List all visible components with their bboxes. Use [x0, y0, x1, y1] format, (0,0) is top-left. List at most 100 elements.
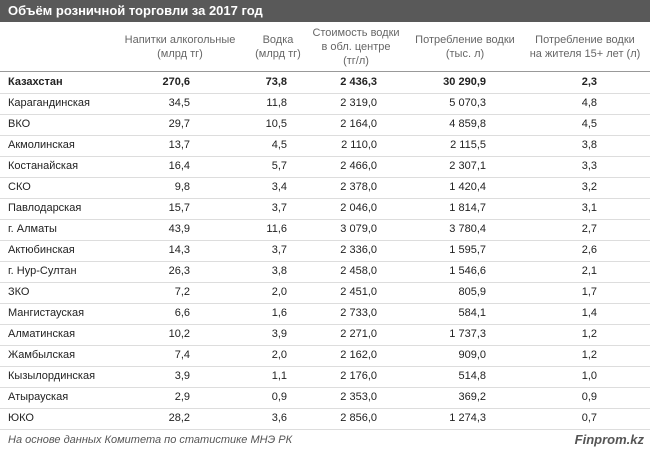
row-rule — [0, 366, 650, 367]
cell: 1,2 — [581, 328, 597, 340]
cell: 0,9 — [271, 391, 287, 403]
cell: 6,6 — [174, 307, 190, 319]
cell: 1 595,7 — [449, 244, 486, 256]
row-rule — [0, 429, 650, 430]
cell: 1,6 — [271, 307, 287, 319]
cell: 4,5 — [271, 139, 287, 151]
cell: 3,7 — [271, 244, 287, 256]
cell: 4,5 — [581, 118, 597, 130]
cell: 584,1 — [458, 307, 486, 319]
cell: 13,7 — [168, 139, 190, 151]
cell: 43,9 — [168, 223, 190, 235]
row-label: ВКО — [8, 118, 31, 130]
row-rule — [0, 324, 650, 325]
cell: 2,0 — [271, 286, 287, 298]
cell: 11,8 — [266, 97, 287, 109]
row-rule — [0, 345, 650, 346]
cell: 2 458,0 — [340, 265, 377, 277]
row-label: Мангистауская — [8, 307, 85, 319]
cell: 2 319,0 — [340, 97, 377, 109]
cell: 2 336,0 — [340, 244, 377, 256]
cell: 1 737,3 — [449, 328, 486, 340]
cell: 2 436,3 — [340, 76, 377, 88]
cell: 2,3 — [581, 76, 597, 88]
cell: 3 079,0 — [340, 223, 377, 235]
title: Объём розничной торговли за 2017 год — [0, 0, 650, 22]
cell: 4,8 — [581, 97, 597, 109]
cell: 1 274,3 — [449, 412, 486, 424]
cell: 4 859,8 — [449, 118, 486, 130]
cell: 34,5 — [168, 97, 190, 109]
row-rule — [0, 114, 650, 115]
cell: 14,3 — [168, 244, 190, 256]
row-label: Костанайская — [8, 160, 79, 172]
cell: 2 110,0 — [341, 139, 377, 151]
cell: 2 164,0 — [340, 118, 377, 130]
row-rule — [0, 219, 650, 220]
cell: 9,8 — [174, 181, 190, 193]
cell: 1 546,6 — [449, 265, 486, 277]
row-rule — [0, 198, 650, 199]
row-rule — [0, 240, 650, 241]
row-label: Казахстан — [8, 76, 63, 88]
row-rule — [0, 261, 650, 262]
cell: 2 307,1 — [449, 160, 486, 172]
row-label: Кызылординская — [8, 370, 96, 382]
cell: 30 290,9 — [443, 76, 486, 88]
row-label: Карагандинская — [8, 97, 90, 109]
cell: 1,0 — [581, 370, 597, 382]
row-label: Атырауская — [8, 391, 69, 403]
cell: 7,4 — [174, 349, 190, 361]
cell: 270,6 — [162, 76, 190, 88]
cell: 2,0 — [271, 349, 287, 361]
cell: 10,2 — [168, 328, 190, 340]
cell: 1,7 — [581, 286, 597, 298]
cell: 909,0 — [458, 349, 486, 361]
source: На основе данных Комитета по статистике … — [8, 434, 293, 446]
cell: 0,9 — [581, 391, 597, 403]
cell: 2 176,0 — [340, 370, 377, 382]
column-header: Стоимость водки в обл. центре (тг/л) — [312, 27, 400, 67]
cell: 2,6 — [581, 244, 597, 256]
column-header: Напитки алкогольные (млрд тг) — [124, 34, 236, 60]
row-rule — [0, 177, 650, 178]
row-rule — [0, 282, 650, 283]
row-label: ЮКО — [8, 412, 34, 424]
row-rule — [0, 135, 650, 136]
cell: 3,1 — [581, 202, 597, 214]
row-label: Жамбылская — [8, 349, 76, 361]
column-header: Потребление водки (тыс. л) — [415, 34, 515, 60]
row-label: Акмолинская — [8, 139, 75, 151]
cell: 73,8 — [265, 76, 287, 88]
cell: 3,8 — [271, 265, 287, 277]
cell: 2 856,0 — [340, 412, 377, 424]
cell: 3,6 — [271, 412, 287, 424]
column-header: Водка (млрд тг) — [255, 34, 301, 60]
cell: 10,5 — [265, 118, 287, 130]
cell: 2 451,0 — [340, 286, 377, 298]
row-label: СКО — [8, 181, 31, 193]
cell: 0,7 — [581, 412, 597, 424]
row-label: ЗКО — [8, 286, 30, 298]
cell: 3,2 — [581, 181, 597, 193]
row-label: Алматинская — [8, 328, 76, 340]
cell: 26,3 — [168, 265, 190, 277]
row-rule — [0, 408, 650, 409]
cell: 369,2 — [458, 391, 486, 403]
cell: 15,7 — [168, 202, 190, 214]
brand: Finprom.kz — [574, 432, 644, 447]
cell: 2 271,0 — [340, 328, 377, 340]
cell: 2 466,0 — [340, 160, 377, 172]
cell: 5,7 — [271, 160, 287, 172]
row-rule — [0, 156, 650, 157]
cell: 1,4 — [581, 307, 597, 319]
cell: 1 814,7 — [449, 202, 486, 214]
header-rule — [0, 71, 650, 72]
row-rule — [0, 387, 650, 388]
cell: 1 420,4 — [449, 181, 486, 193]
cell: 11,6 — [266, 223, 287, 235]
cell: 7,2 — [174, 286, 190, 298]
cell: 2,7 — [581, 223, 597, 235]
cell: 3,8 — [581, 139, 597, 151]
cell: 28,2 — [168, 412, 190, 424]
